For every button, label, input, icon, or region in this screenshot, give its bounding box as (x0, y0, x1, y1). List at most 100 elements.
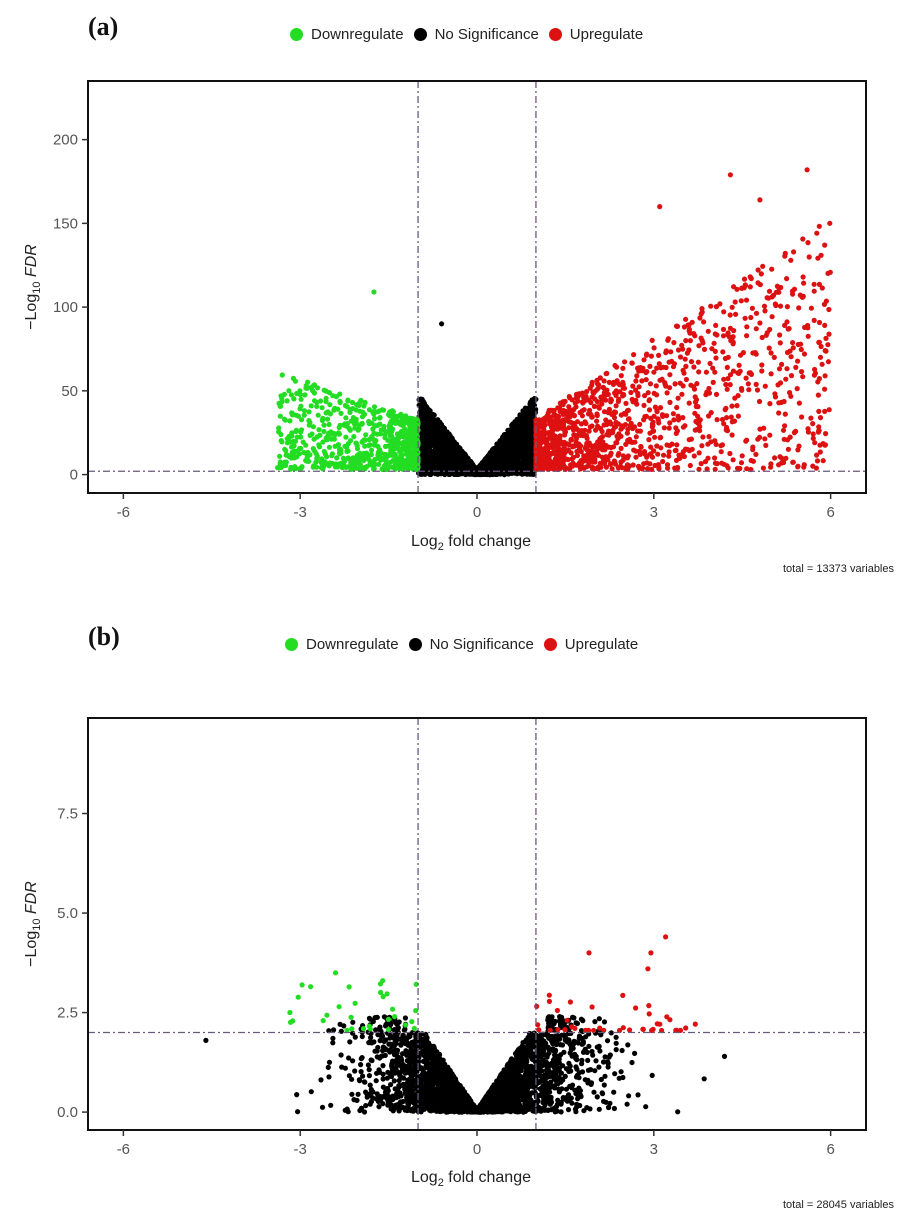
point-upregulate (823, 335, 829, 341)
point-upregulate (750, 350, 756, 356)
point-upregulate (639, 378, 645, 384)
point-upregulate (777, 303, 784, 309)
point-upregulate (565, 447, 572, 453)
point-downregulate (412, 428, 418, 434)
point-upregulate (719, 460, 725, 466)
legend-label: Upregulate (569, 26, 644, 43)
point-downregulate (310, 424, 316, 430)
point-upregulate (759, 334, 765, 341)
point-no-significance (426, 412, 432, 418)
point-downregulate (372, 416, 378, 422)
point-upregulate (825, 270, 831, 276)
point-no-significance (502, 432, 509, 438)
point-upregulate (597, 425, 604, 432)
point-upregulate (654, 409, 660, 415)
point-upregulate (646, 397, 653, 403)
point-upregulate (687, 338, 694, 344)
point-upregulate (618, 412, 624, 418)
point-upregulate (699, 338, 705, 344)
point-downregulate (287, 418, 293, 424)
point-downregulate (324, 437, 330, 443)
point-no-significance (477, 463, 484, 469)
point-downregulate (393, 413, 399, 419)
point-upregulate (798, 369, 805, 375)
point-no-significance (438, 446, 445, 452)
point-upregulate (785, 446, 792, 452)
legend-item-no-significance: No Significance (413, 26, 539, 43)
point-upregulate (562, 426, 568, 432)
point-upregulate (560, 402, 566, 408)
point-no-significance (520, 440, 527, 446)
point-upregulate (717, 301, 723, 307)
point-upregulate (691, 453, 697, 459)
point-upregulate (618, 373, 624, 379)
point-upregulate (762, 383, 768, 389)
point-upregulate (795, 463, 801, 469)
point-upregulate (754, 387, 761, 393)
point-upregulate (764, 330, 770, 336)
point-no-significance (512, 436, 518, 442)
point-downregulate (320, 415, 326, 421)
point-upregulate (822, 408, 828, 414)
point-upregulate (706, 434, 712, 440)
point-downregulate (360, 438, 366, 444)
point-upregulate (776, 400, 782, 406)
point-no-significance (459, 460, 465, 466)
point-upregulate (580, 431, 586, 437)
point-upregulate (667, 443, 673, 449)
point-downregulate (400, 423, 406, 429)
point-upregulate (801, 464, 807, 470)
point-upregulate (822, 322, 828, 328)
point-upregulate (587, 407, 593, 413)
point-upregulate (700, 434, 706, 440)
point-upregulate (686, 437, 692, 443)
point-upregulate (788, 354, 794, 360)
point-upregulate (620, 365, 626, 371)
point-upregulate (713, 355, 719, 361)
point-downregulate (405, 465, 411, 471)
point-downregulate (328, 436, 335, 442)
point-no-significance (529, 410, 535, 416)
point-downregulate (326, 463, 332, 469)
point-downregulate (407, 424, 413, 430)
point-upregulate (802, 324, 808, 330)
point-upregulate (600, 446, 606, 452)
point-downregulate (370, 409, 376, 415)
point-no-significance (420, 450, 426, 457)
point-upregulate (618, 459, 624, 465)
point-upregulate (691, 384, 697, 390)
point-downregulate (412, 453, 418, 459)
point-downregulate (291, 452, 297, 459)
point-upregulate (682, 356, 688, 362)
point-upregulate (735, 413, 742, 419)
point-upregulate (753, 451, 759, 457)
point-downregulate (392, 420, 399, 426)
point-downregulate (347, 407, 353, 413)
point-downregulate (300, 439, 306, 445)
point-upregulate (805, 333, 811, 339)
point-upregulate (644, 454, 650, 460)
point-upregulate (650, 422, 656, 428)
point-upregulate (749, 305, 756, 311)
point-downregulate (334, 462, 340, 468)
point-upregulate (595, 385, 601, 391)
point-upregulate (619, 465, 625, 471)
point-upregulate (634, 373, 640, 379)
point-upregulate (537, 438, 543, 444)
point-upregulate (604, 421, 610, 428)
point-downregulate (293, 427, 299, 433)
point-downregulate (371, 404, 378, 410)
point-downregulate (291, 443, 297, 449)
point-upregulate (782, 253, 788, 259)
point-no-significance (453, 464, 460, 470)
point-upregulate (591, 456, 597, 462)
point-downregulate (291, 396, 297, 402)
point-upregulate (736, 362, 742, 368)
point-downregulate (277, 413, 283, 419)
legend-label: Downregulate (306, 636, 399, 653)
point-upregulate (605, 391, 611, 397)
point-upregulate (577, 410, 584, 416)
point-upregulate (787, 348, 793, 354)
point-downregulate (276, 464, 282, 471)
point-upregulate (729, 432, 735, 438)
